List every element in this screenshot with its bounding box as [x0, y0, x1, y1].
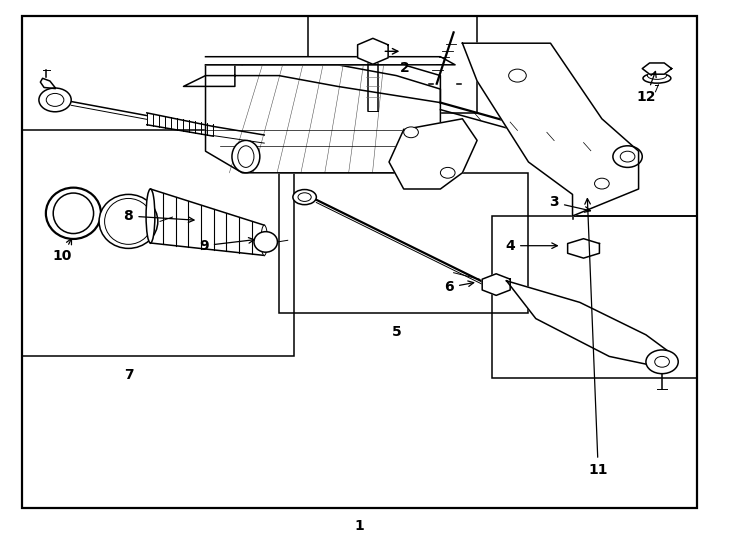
- Text: 12: 12: [636, 71, 656, 104]
- Text: 5: 5: [391, 325, 401, 339]
- Ellipse shape: [261, 225, 267, 255]
- Ellipse shape: [254, 232, 277, 252]
- Text: 6: 6: [444, 280, 473, 294]
- Ellipse shape: [238, 146, 254, 167]
- Ellipse shape: [54, 193, 94, 233]
- Polygon shape: [40, 78, 55, 89]
- Ellipse shape: [647, 72, 666, 79]
- Ellipse shape: [104, 199, 152, 244]
- Polygon shape: [462, 43, 639, 216]
- Bar: [279, 173, 528, 313]
- Polygon shape: [389, 119, 477, 189]
- Bar: [308, 16, 477, 113]
- Ellipse shape: [643, 73, 671, 83]
- Circle shape: [620, 151, 635, 162]
- Text: 9: 9: [199, 238, 254, 253]
- Polygon shape: [642, 63, 672, 74]
- Circle shape: [440, 167, 455, 178]
- Circle shape: [46, 93, 64, 106]
- Polygon shape: [506, 281, 675, 367]
- Polygon shape: [482, 274, 510, 295]
- Text: 3: 3: [549, 195, 590, 212]
- Bar: [22, 130, 294, 356]
- Polygon shape: [206, 57, 455, 65]
- Ellipse shape: [99, 194, 158, 248]
- Bar: [492, 216, 697, 378]
- Ellipse shape: [293, 190, 316, 205]
- Text: 4: 4: [505, 239, 557, 253]
- Circle shape: [646, 350, 678, 374]
- Text: 11: 11: [585, 199, 608, 477]
- Circle shape: [39, 88, 71, 112]
- Polygon shape: [184, 65, 440, 103]
- Circle shape: [509, 69, 526, 82]
- Text: 10: 10: [53, 239, 72, 264]
- Text: 8: 8: [123, 209, 194, 223]
- Polygon shape: [357, 38, 388, 64]
- Text: 7: 7: [123, 368, 134, 382]
- Circle shape: [595, 178, 609, 189]
- Ellipse shape: [46, 188, 101, 239]
- Circle shape: [655, 356, 669, 367]
- Ellipse shape: [258, 235, 273, 249]
- Text: 1: 1: [355, 519, 365, 534]
- Polygon shape: [206, 65, 440, 173]
- Text: 2: 2: [400, 60, 410, 75]
- Polygon shape: [567, 239, 600, 258]
- Circle shape: [613, 146, 642, 167]
- Ellipse shape: [298, 193, 311, 201]
- Ellipse shape: [232, 140, 260, 173]
- Circle shape: [404, 127, 418, 138]
- Ellipse shape: [146, 189, 155, 243]
